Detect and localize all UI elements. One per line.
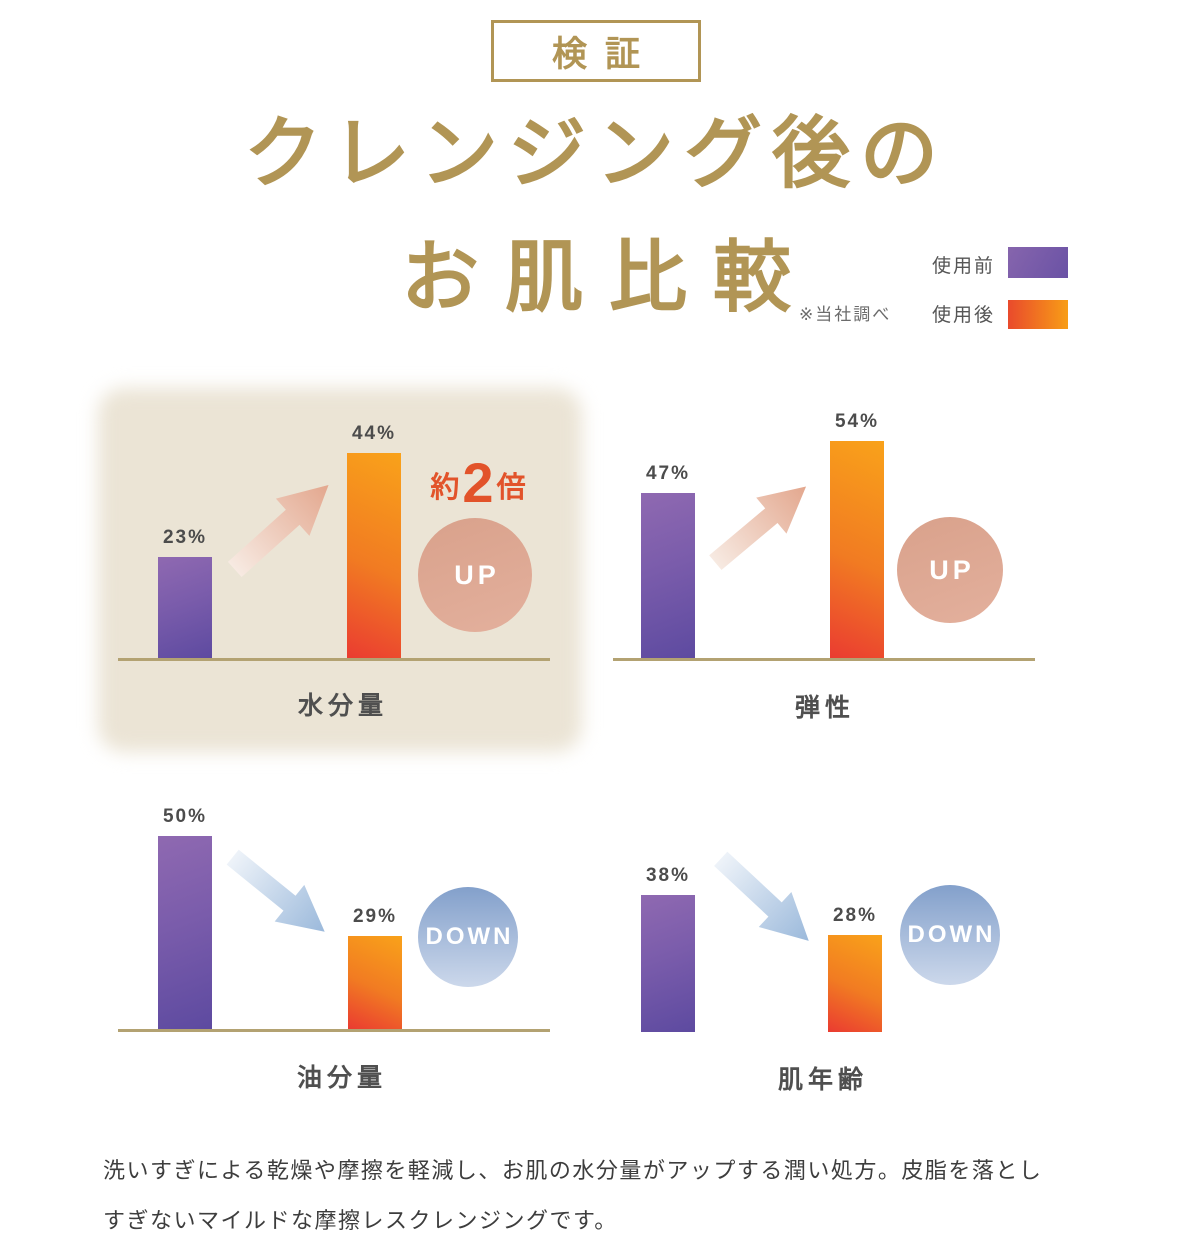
panel-moisture: 23% 44% 約 2 倍 UP 水分量 <box>100 390 580 750</box>
category-label-skin-age: 肌年齢 <box>777 1066 869 1094</box>
legend-swatch-after <box>1008 300 1068 329</box>
category-label-elasticity: 弾性 <box>794 694 856 722</box>
page-title-line-1: クレンジング後の <box>243 110 948 197</box>
legend-label-before: 使用前 <box>932 256 996 277</box>
increase-arrow-icon <box>709 486 807 571</box>
value-label-after: 44% <box>351 423 397 444</box>
up-badge: UP <box>897 517 1003 623</box>
page-title-line-2: お肌比較 <box>400 234 817 321</box>
annotation-suffix: 倍 <box>496 472 526 504</box>
axis-baseline <box>118 658 550 661</box>
value-label-after: 28% <box>832 905 878 926</box>
category-label-moisture: 水分量 <box>297 692 389 720</box>
bar-before-use: 38% <box>641 865 695 1032</box>
survey-note: ※当社調べ <box>799 305 892 324</box>
value-label-before: 23% <box>162 527 208 548</box>
bar-after-use: 29% <box>348 906 402 1029</box>
up-badge: UP <box>418 518 532 632</box>
axis-baseline <box>613 658 1035 661</box>
annotation-prefix: 約 <box>430 472 460 504</box>
annotation-number: 2 <box>462 451 494 514</box>
axis-baseline <box>118 1029 550 1032</box>
description-text: 洗いすぎによる乾燥や摩擦を軽減し、お肌の水分量がアップする潤い処方。皮脂を落とし… <box>103 1146 1103 1244</box>
legend-label-after: 使用後 <box>932 305 996 326</box>
annotation-about-2x: 約 2 倍 <box>416 451 540 514</box>
bar-before-use: 23% <box>158 527 212 659</box>
bar-after-use: 44% <box>347 423 401 659</box>
decrease-arrow-icon <box>714 851 809 941</box>
panel-elasticity: 47% 54% UP 弾性 <box>600 390 1080 750</box>
panel-skin-age: 38% 28% DOWN 肌年齢 <box>600 760 1080 1094</box>
legend-swatch-before <box>1008 247 1068 278</box>
down-badge: DOWN <box>418 887 518 987</box>
value-label-before: 38% <box>645 865 691 886</box>
decrease-arrow-icon <box>226 849 325 932</box>
increase-arrow-icon <box>227 484 329 578</box>
value-label-after: 29% <box>352 906 398 927</box>
value-label-before: 47% <box>645 463 691 484</box>
down-badge: DOWN <box>900 885 1000 985</box>
verification-badge: 検証 <box>491 20 701 82</box>
value-label-after: 54% <box>834 411 880 432</box>
description-line-2: すぎないマイルドな摩擦レスクレンジングです。 <box>103 1208 618 1233</box>
bar-before-use: 47% <box>641 463 695 659</box>
bar-before-use: 50% <box>158 806 212 1029</box>
description-line-1: 洗いすぎによる乾燥や摩擦を軽減し、お肌の水分量がアップする潤い処方。皮脂を落とし <box>103 1158 1043 1183</box>
value-label-before: 50% <box>162 806 208 827</box>
bar-after-use: 54% <box>830 411 884 659</box>
bar-after-use: 28% <box>828 905 882 1032</box>
panel-oil: 50% 29% DOWN 油分量 <box>100 760 580 1092</box>
category-label-oil: 油分量 <box>296 1064 388 1092</box>
verification-badge-label: 検証 <box>551 34 658 74</box>
